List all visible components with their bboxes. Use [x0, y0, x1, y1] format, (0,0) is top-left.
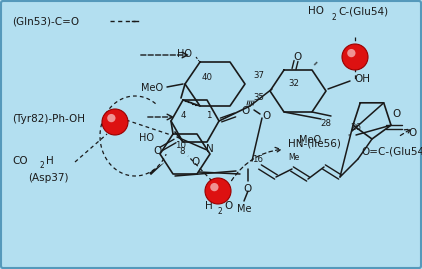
- Circle shape: [205, 178, 231, 204]
- Text: HO: HO: [308, 6, 324, 16]
- Polygon shape: [149, 162, 165, 175]
- Circle shape: [347, 49, 355, 57]
- Text: 32: 32: [289, 79, 300, 87]
- Text: O: O: [241, 106, 249, 116]
- Text: HO: HO: [139, 133, 154, 143]
- Text: '': '': [347, 133, 352, 143]
- Text: 2: 2: [332, 12, 337, 22]
- Text: O: O: [294, 52, 302, 62]
- Text: O: O: [244, 184, 252, 194]
- Text: (Tyr82)-Ph-OH: (Tyr82)-Ph-OH: [12, 114, 85, 124]
- Text: 40: 40: [201, 73, 213, 83]
- Text: 2: 2: [218, 207, 223, 215]
- Text: HO: HO: [177, 49, 192, 59]
- Text: MeO: MeO: [299, 135, 321, 145]
- Text: O: O: [392, 109, 400, 119]
- Text: (Gln53)-C=O: (Gln53)-C=O: [12, 16, 79, 26]
- Text: O: O: [408, 128, 416, 138]
- Circle shape: [210, 183, 219, 191]
- Text: H: H: [205, 201, 213, 211]
- Text: 16: 16: [252, 154, 263, 164]
- Text: Me: Me: [288, 153, 300, 161]
- Text: 35: 35: [253, 94, 264, 102]
- Text: H: H: [46, 156, 54, 166]
- Text: O: O: [224, 201, 232, 211]
- Text: N: N: [206, 144, 214, 154]
- Circle shape: [342, 44, 368, 70]
- Text: C-(Glu54): C-(Glu54): [338, 6, 388, 16]
- Text: =: =: [312, 59, 320, 67]
- Text: 10: 10: [176, 141, 187, 150]
- Text: 28: 28: [320, 119, 332, 129]
- Circle shape: [107, 114, 116, 122]
- Text: 1: 1: [206, 111, 212, 119]
- Text: O: O: [262, 111, 270, 121]
- Text: CO: CO: [12, 156, 27, 166]
- Text: 2: 2: [40, 161, 45, 171]
- Text: MeO: MeO: [141, 83, 163, 93]
- Text: HN-(Ile56): HN-(Ile56): [288, 139, 341, 149]
- Text: (Asp37): (Asp37): [28, 173, 68, 183]
- Text: 37: 37: [253, 72, 264, 80]
- Text: 26: 26: [350, 123, 361, 133]
- Text: OH: OH: [354, 74, 370, 84]
- Text: O: O: [191, 157, 199, 167]
- Text: 4: 4: [180, 111, 186, 119]
- Text: O: O: [153, 146, 161, 156]
- Text: Me: Me: [237, 204, 251, 214]
- Text: 8: 8: [179, 147, 184, 155]
- Text: O=C-(Glu54): O=C-(Glu54): [361, 146, 422, 156]
- Circle shape: [102, 109, 128, 135]
